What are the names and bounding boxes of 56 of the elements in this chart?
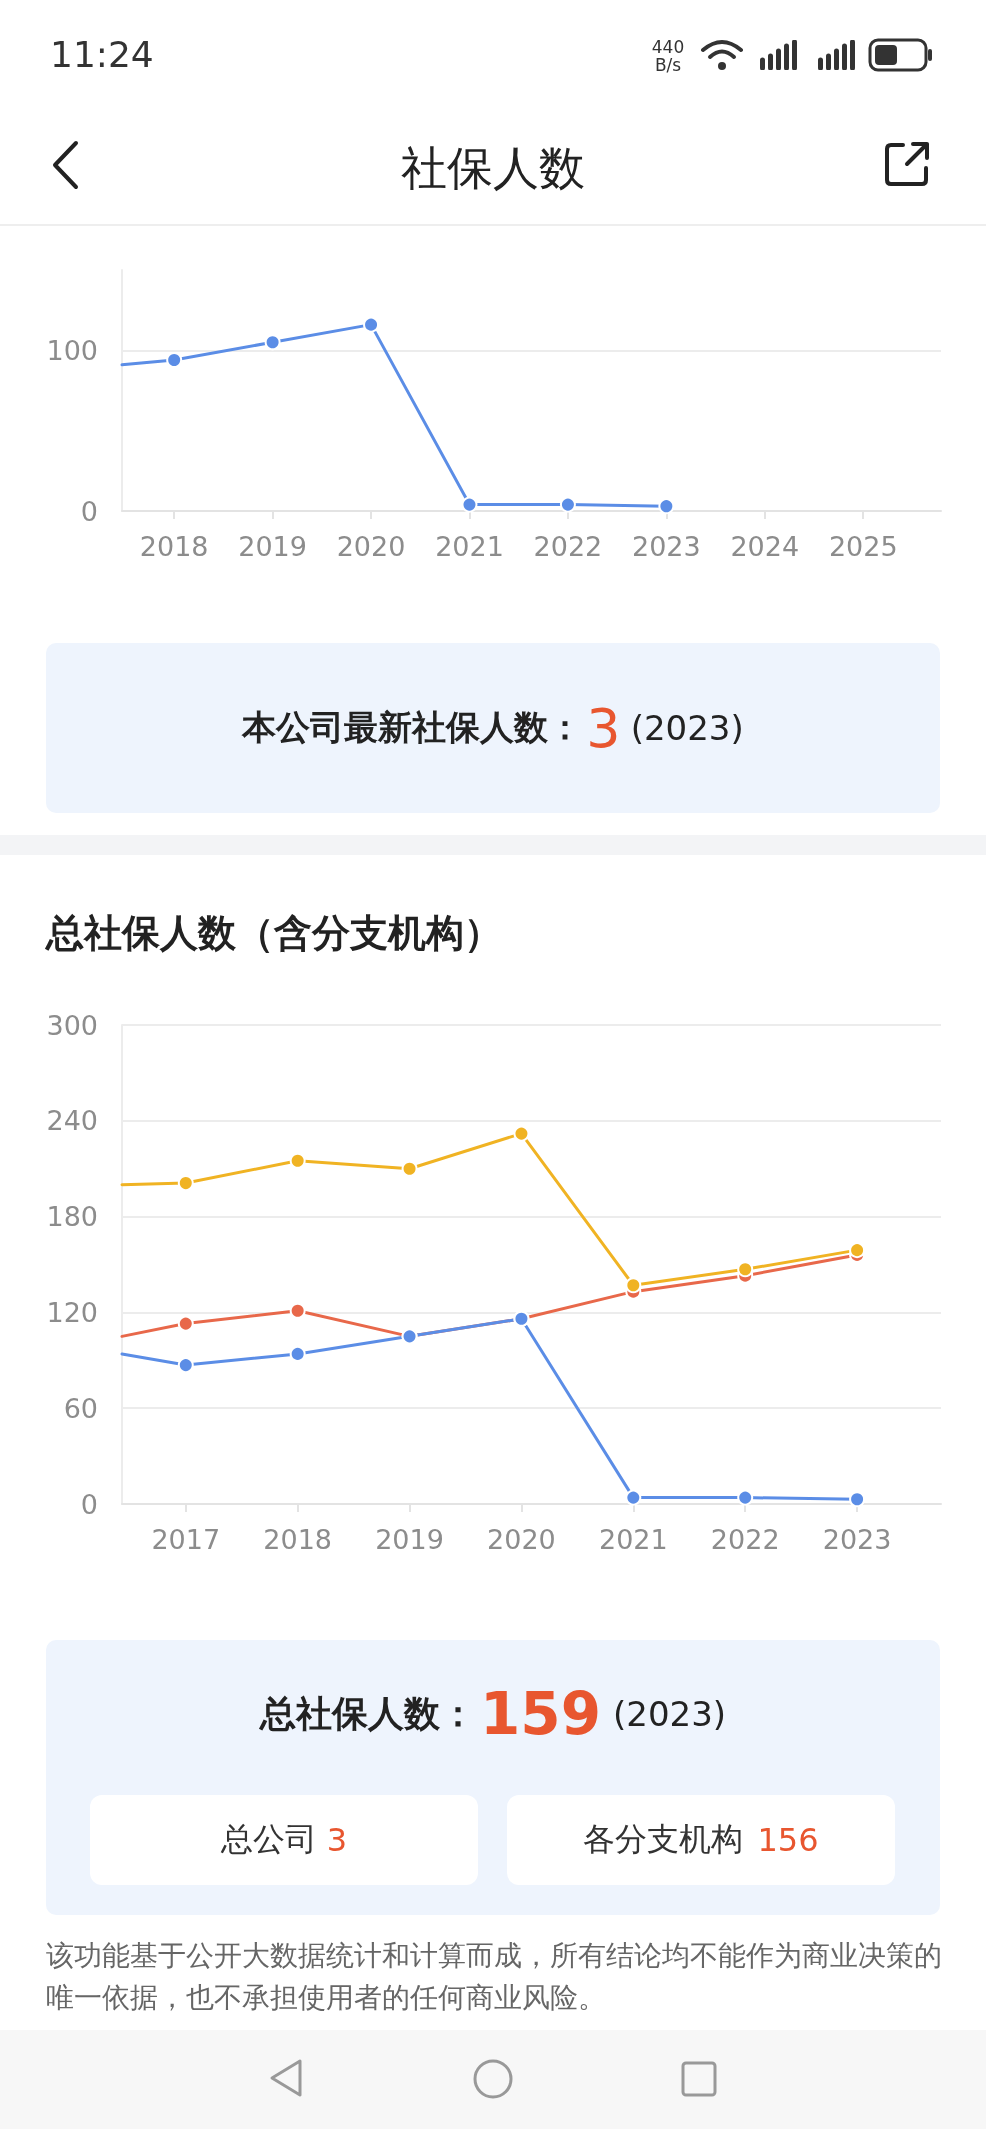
text: 本公司最新社保人数： — [242, 706, 583, 749]
x-tick-label: 2020 — [487, 1524, 556, 1555]
chart-title: 总社保人数（含分支机构） — [46, 910, 502, 957]
x-tick-label: 2018 — [139, 531, 209, 562]
point — [177, 1315, 194, 1332]
point — [625, 1277, 642, 1294]
point — [849, 1491, 866, 1508]
point — [658, 498, 675, 515]
y-tick-label: 0 — [80, 1488, 98, 1520]
point — [177, 1357, 194, 1374]
point — [264, 334, 281, 351]
text: (2023) — [613, 1694, 727, 1734]
text: 156 — [757, 1821, 819, 1859]
point — [737, 1261, 754, 1278]
point — [625, 1489, 642, 1506]
y-tick-label: 180 — [46, 1201, 98, 1233]
text: 3 — [586, 696, 621, 760]
x-tick-label: 2023 — [632, 531, 701, 562]
x-tick-label: 2020 — [336, 531, 406, 562]
y-tick-label: 240 — [46, 1105, 98, 1137]
x-tick-label: 2017 — [151, 1524, 221, 1555]
text: 总社保人数： — [259, 1691, 476, 1736]
y-tick-label: 60 — [63, 1392, 98, 1424]
x-tick-label: 2022 — [533, 531, 603, 562]
x-tick-label: 2022 — [710, 1524, 780, 1555]
x-tick-label: 2023 — [822, 1524, 892, 1555]
y-tick-label: 100 — [46, 334, 98, 366]
x-tick-label: 2021 — [598, 1524, 668, 1555]
point — [401, 1160, 418, 1177]
point — [177, 1175, 194, 1192]
text: 该功能基于公开大数据统计和计算而成，所有结论均不能作为商业决策的唯一依据，也不承担使用者的任何商业风险。 — [46, 1938, 943, 2016]
point — [289, 1152, 306, 1169]
text: 3 — [326, 1821, 348, 1859]
text: 11:24 — [50, 34, 154, 75]
x-tick-label: 2021 — [435, 531, 504, 562]
text: 440 B/s — [650, 37, 686, 75]
point — [289, 1302, 306, 1319]
text: (2023) — [630, 708, 744, 748]
point — [513, 1125, 530, 1142]
text: 总公司 — [220, 1819, 317, 1860]
point — [849, 1242, 866, 1259]
chart-title: 社保人数 — [400, 140, 586, 197]
point — [559, 496, 576, 513]
x-tick-label: 2025 — [828, 531, 898, 562]
x-tick-label: 2024 — [730, 531, 800, 562]
text: 159 — [479, 1680, 601, 1748]
x-tick-label: 2018 — [263, 1524, 333, 1555]
point — [737, 1489, 754, 1506]
y-tick-label: 120 — [46, 1296, 98, 1328]
point — [461, 496, 478, 513]
y-tick-label: 300 — [46, 1009, 98, 1041]
x-tick-label: 2019 — [375, 1524, 444, 1555]
point — [289, 1345, 306, 1362]
x-tick-label: 2019 — [238, 531, 307, 562]
y-tick-label: 0 — [80, 495, 98, 527]
text: 各分支机构 — [583, 1819, 744, 1860]
